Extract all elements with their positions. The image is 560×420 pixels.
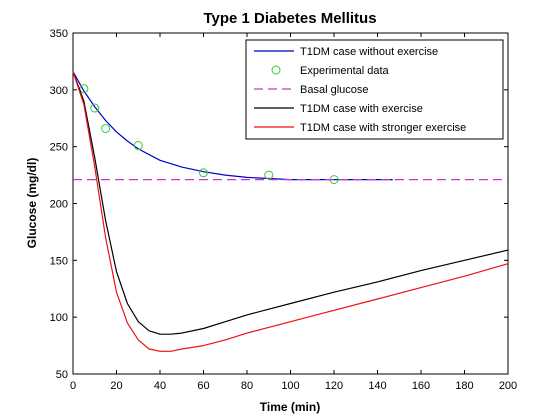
x-tick-label: 40 [154, 380, 166, 392]
data-point-experimental-data [133, 141, 143, 151]
data-point-experimental-data [264, 170, 274, 180]
y-tick-label: 150 [50, 255, 68, 267]
x-tick-label: 80 [241, 380, 253, 392]
x-tick-label: 180 [455, 380, 473, 392]
x-tick-label: 0 [70, 380, 76, 392]
chart-title: Type 1 Diabetes Mellitus [203, 10, 376, 27]
data-point-experimental-data [199, 168, 208, 178]
data-point-experimental-data [90, 103, 100, 113]
legend-label: Experimental data [300, 65, 390, 77]
x-tick-label: 100 [281, 380, 299, 392]
x-tick-label: 120 [325, 380, 343, 392]
x-tick-label: 200 [499, 380, 517, 392]
x-tick-label: 20 [110, 380, 122, 392]
x-tick-label: 60 [197, 380, 209, 392]
series-line-t1dm-case-with-stronger-exercise [72, 71, 509, 352]
data-point-experimental-data [101, 123, 111, 133]
x-axis-label: Time (min) [260, 400, 320, 414]
y-tick-label: 100 [50, 312, 68, 324]
series-line-t1dm-case-with-exercise [72, 71, 509, 335]
legend-marker [271, 65, 281, 75]
legend-label: Basal glucose [300, 84, 369, 96]
y-tick-label: 300 [50, 85, 68, 97]
legend: T1DM case without exercise Experimental d… [245, 39, 504, 140]
y-tick-label: 250 [50, 142, 68, 154]
legend-label: T1DM case with stronger exercise [300, 122, 466, 134]
y-tick-label: 200 [50, 199, 68, 211]
y-tick-label: 50 [56, 369, 68, 381]
y-axis-label: Glucose (mg/dl) [25, 158, 39, 249]
y-tick-label: 350 [50, 28, 68, 40]
legend-label: T1DM case with exercise [300, 103, 423, 115]
legend-label: T1DM case without exercise [300, 46, 438, 58]
x-tick-label: 140 [368, 380, 386, 392]
x-tick-label: 160 [412, 380, 430, 392]
